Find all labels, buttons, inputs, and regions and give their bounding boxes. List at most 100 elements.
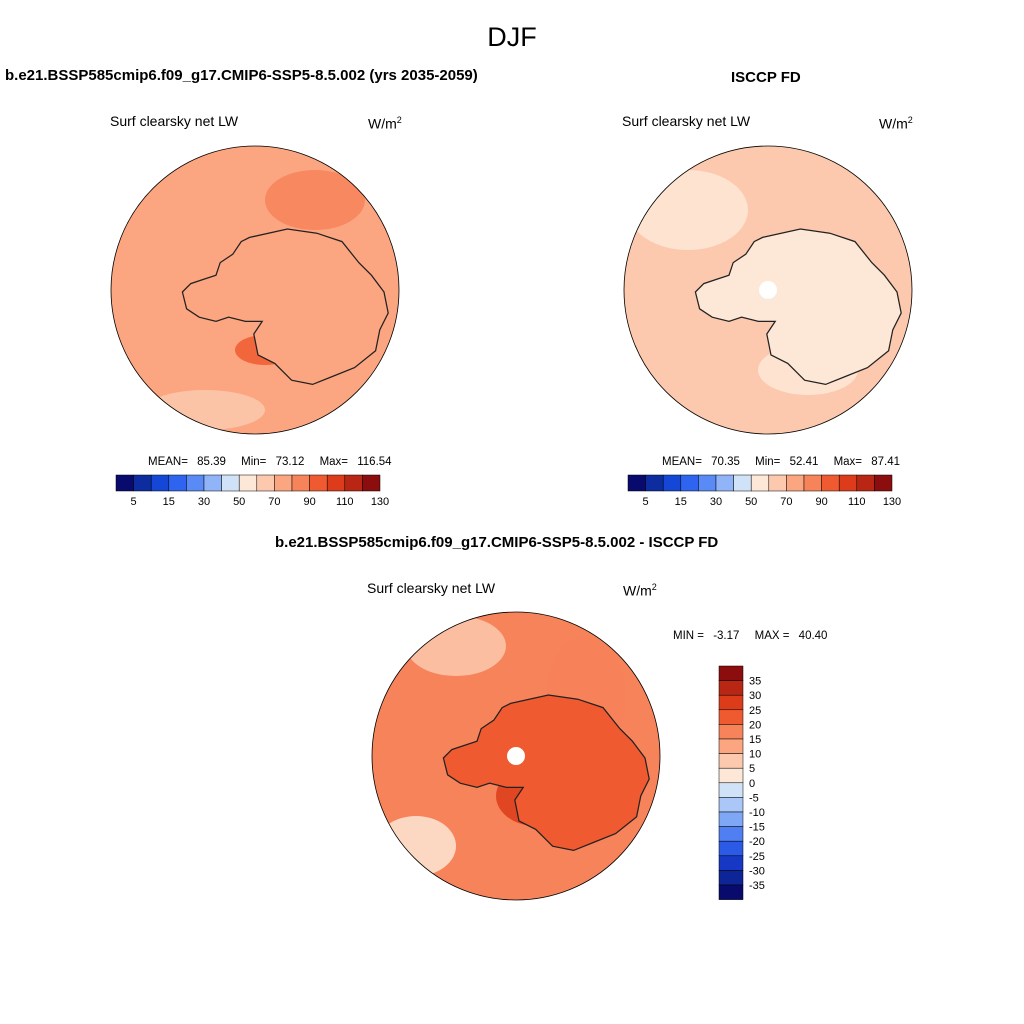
colorbar-tick-label: -35 (749, 880, 765, 892)
polar-map-3 (371, 611, 661, 901)
contour-band (638, 310, 698, 390)
colorbar-tick-label: -10 (749, 807, 765, 819)
colorbar-cell (344, 474, 363, 492)
colorbar-cell (803, 474, 822, 492)
polar-map-2 (623, 145, 913, 435)
panel2-variable-label: Surf clearsky net LW (622, 113, 751, 129)
colorbar-cell (856, 474, 875, 492)
colorbar-cell (291, 474, 310, 492)
colorbar-cell (718, 797, 744, 813)
colorbar-panel2: 5 15 30 50 70 90 110 130 (627, 474, 901, 508)
colorbar-cell (715, 474, 734, 492)
colorbar-tick-label: -25 (749, 851, 765, 863)
colorbar-tick-label: 70 (268, 496, 280, 508)
contour-band (628, 170, 748, 250)
colorbar-tick-label: 35 (749, 676, 761, 688)
colorbar-cell (718, 870, 744, 886)
panel1-title: b.e21.BSSP585cmip6.f09_g17.CMIP6-SSP5-8.… (5, 67, 478, 84)
colorbar-tick-label: 10 (749, 749, 761, 761)
colorbar-cell (238, 474, 258, 492)
panel2-min: Min= 52.41 (755, 456, 819, 468)
panel2-mean: MEAN= 70.35 (662, 456, 740, 468)
colorbar-tick-label: 20 (749, 719, 761, 731)
colorbar-tick-label: 15 (163, 496, 175, 508)
map-boundary (623, 145, 913, 435)
panel2-title: ISCCP FD (731, 69, 801, 86)
panel1-units: W/m2 (368, 115, 402, 132)
colorbar-cell (718, 665, 744, 681)
colorbar-cell (186, 474, 205, 492)
colorbar-tick-label: -5 (749, 792, 759, 804)
map-boundary (371, 611, 661, 901)
colorbar-cell (680, 474, 699, 492)
colorbar-tick-label: -20 (749, 836, 765, 848)
colorbar-cell (326, 474, 346, 492)
colorbar-cell (874, 474, 893, 492)
colorbar-cell (133, 474, 152, 492)
colorbar-cell (786, 474, 805, 492)
colorbar-cell (698, 474, 717, 492)
colorbar-cell (718, 753, 744, 769)
colorbar-panel1: 5 15 30 50 70 90 110 130 (115, 474, 389, 508)
panel3-min: MIN = -3.17 (673, 630, 740, 642)
panel3-max: MAX = 40.40 (754, 630, 828, 642)
panel3-stats: MIN = -3.17 MAX = 40.40 (673, 630, 839, 642)
colorbar-tick-label: 70 (780, 496, 792, 508)
season-title: DJF (487, 22, 537, 52)
colorbar-cell (838, 474, 858, 492)
panel3-title: b.e21.BSSP585cmip6.f09_g17.CMIP6-SSP5-8.… (275, 534, 719, 551)
colorbar-cell (718, 724, 744, 740)
panel1-variable-label: Surf clearsky net LW (110, 113, 239, 129)
colorbar-tick-label: 90 (815, 496, 827, 508)
panel3-units: W/m2 (623, 582, 657, 599)
contour-band (376, 816, 456, 876)
colorbar-cell (718, 826, 744, 842)
panel2-stats: MEAN= 70.35 Min= 52.41 Max= 87.41 (662, 456, 912, 468)
colorbar-cell (768, 474, 787, 492)
colorbar-cell (309, 474, 328, 492)
contour-band (265, 170, 365, 230)
panel1-stats: MEAN= 85.39 Min= 73.12 Max= 116.54 (148, 456, 404, 468)
colorbar-tick-label: 5 (749, 763, 755, 775)
colorbar-tick-label: 130 (371, 496, 389, 508)
colorbar-cell (362, 474, 381, 492)
colorbar-tick-label: 50 (233, 496, 245, 508)
colorbar-cell (718, 767, 744, 784)
colorbar-cell (718, 694, 744, 711)
colorbar-cell (168, 474, 187, 492)
colorbar-tick-label: 0 (749, 778, 755, 790)
colorbar-tick-label: 5 (131, 496, 137, 508)
colorbar-cell (718, 709, 744, 725)
colorbar-tick-label: 30 (198, 496, 210, 508)
colorbar-tick-label: 15 (749, 734, 761, 746)
colorbar-cell (750, 474, 770, 492)
colorbar-tick-label: 5 (643, 496, 649, 508)
panel1-max: Max= 116.54 (319, 456, 392, 468)
colorbar-cell (718, 840, 744, 857)
colorbar-cell (627, 474, 646, 492)
colorbar-cell (733, 474, 752, 492)
colorbar-tick-label: 25 (749, 705, 761, 717)
colorbar-cell (718, 680, 744, 696)
colorbar-panel3: 35 30 25 20 15 10 5 0 -5 -10 -15 -20 -25 -30 -35 (718, 665, 765, 900)
colorbar-cell (718, 738, 744, 754)
colorbar-tick-label: 130 (883, 496, 901, 508)
colorbar-cell (256, 474, 275, 492)
colorbar-cell (821, 474, 840, 492)
panel1-mean: MEAN= 85.39 (148, 456, 226, 468)
colorbar-cell (203, 474, 222, 492)
colorbar-cell (645, 474, 664, 492)
colorbar-tick-label: 30 (710, 496, 722, 508)
contour-band (145, 390, 265, 430)
colorbar-cell (718, 884, 744, 900)
panel2-max: Max= 87.41 (833, 456, 901, 468)
colorbar-cell (718, 782, 744, 798)
colorbar-tick-label: 90 (303, 496, 315, 508)
colorbar-tick-label: -15 (749, 822, 765, 834)
colorbar-tick-label: 110 (336, 496, 354, 508)
panel3-variable-label: Surf clearsky net LW (367, 580, 496, 596)
colorbar-cell (662, 474, 682, 492)
map-boundary (110, 145, 400, 435)
pole-hole (759, 281, 777, 299)
